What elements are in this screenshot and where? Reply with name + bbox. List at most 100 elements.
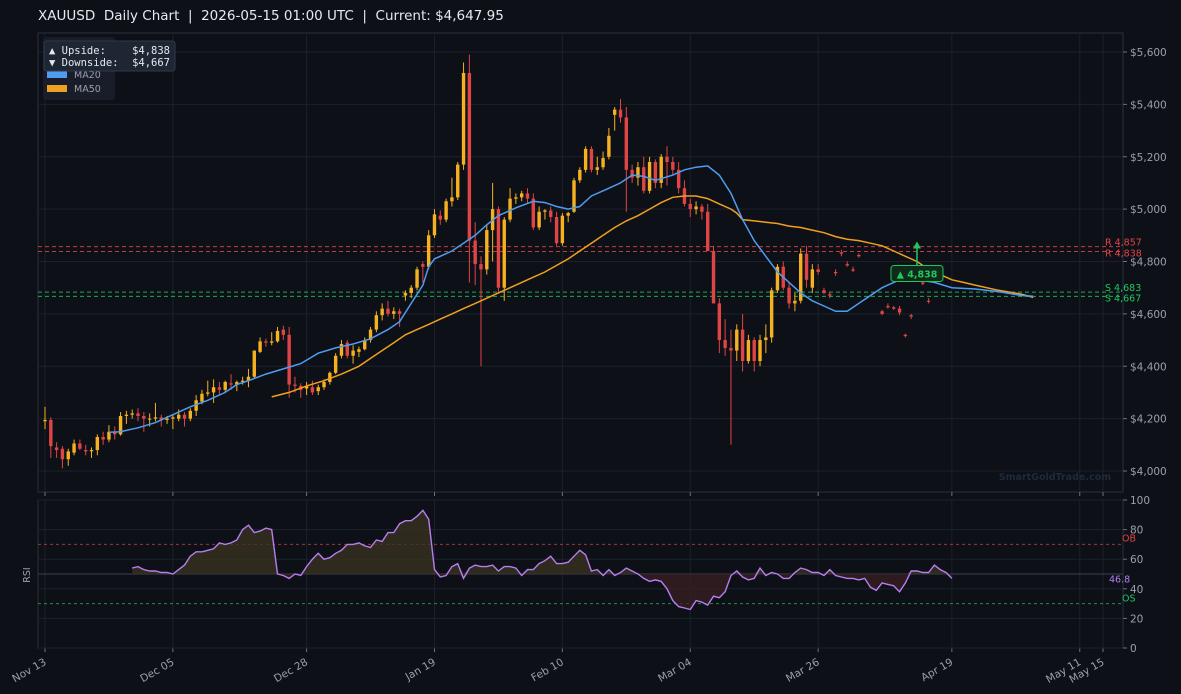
y-tick-label: $5,600 xyxy=(1130,47,1167,59)
candle-body xyxy=(322,381,326,388)
candle-body xyxy=(83,450,88,452)
annotation-box xyxy=(43,40,176,72)
candle-body xyxy=(804,253,809,280)
candle xyxy=(543,209,547,220)
candle xyxy=(769,287,774,343)
candle-body xyxy=(211,387,216,393)
candle xyxy=(357,346,361,358)
candle-body xyxy=(118,416,123,435)
candle-body xyxy=(182,414,187,419)
timestamp: 2026-05-15 01:00 UTC xyxy=(201,8,354,24)
candle-body xyxy=(264,341,268,343)
overbought-label: OB xyxy=(1122,533,1136,544)
candle-body xyxy=(177,414,181,419)
candle-body xyxy=(287,334,291,385)
candle-body xyxy=(816,269,820,272)
rsi-tick-label: 20 xyxy=(1130,613,1143,625)
candle-body xyxy=(717,303,722,341)
candle xyxy=(897,306,902,316)
legend-label: MA20 xyxy=(74,70,101,81)
candle-body xyxy=(258,341,262,352)
candle-body xyxy=(787,287,791,304)
candle-body xyxy=(671,161,675,170)
y-tick-label: $4,800 xyxy=(1130,257,1167,269)
candle-body xyxy=(723,340,727,348)
candle-body xyxy=(461,72,466,165)
candle xyxy=(479,256,483,367)
candle-body xyxy=(281,329,286,335)
candle-body xyxy=(456,164,460,198)
ma20-line xyxy=(108,165,1034,433)
candle-body xyxy=(200,393,204,402)
candle-body xyxy=(444,201,448,220)
x-tick-label: Dec 28 xyxy=(272,656,310,685)
candle-body xyxy=(636,167,640,178)
y-tick-label: $5,400 xyxy=(1130,99,1167,111)
target-badge xyxy=(890,265,944,283)
candle-body xyxy=(397,311,402,314)
candle-body xyxy=(909,315,913,317)
candle-body xyxy=(589,148,594,170)
y-tick-label: $4,000 xyxy=(1130,466,1167,478)
candle xyxy=(775,264,780,293)
rsi-tick-label: 40 xyxy=(1130,584,1143,596)
candle xyxy=(229,374,233,390)
y-tick-label: $4,200 xyxy=(1130,414,1167,426)
candle xyxy=(426,230,431,270)
candle-body xyxy=(764,337,768,341)
support-label: S 4,683 xyxy=(1105,283,1141,294)
candle xyxy=(333,353,338,375)
candle xyxy=(799,248,803,304)
candle xyxy=(107,425,111,443)
candle-body xyxy=(72,443,76,453)
candle xyxy=(764,324,768,354)
candle-body xyxy=(758,340,762,362)
candle xyxy=(804,245,809,288)
arrow-up-icon xyxy=(912,241,921,249)
candle xyxy=(130,409,134,419)
candle-body xyxy=(793,300,797,304)
candle-body xyxy=(252,350,256,377)
x-tick-label: Apr 19 xyxy=(919,656,955,684)
candle-body xyxy=(339,343,344,356)
rsi-axis-label: RSI xyxy=(22,567,33,582)
candle xyxy=(461,62,466,170)
candle xyxy=(304,381,309,396)
candle-body xyxy=(799,253,803,301)
candle xyxy=(275,326,280,343)
candle xyxy=(554,211,559,246)
candle xyxy=(83,444,88,456)
candle xyxy=(711,245,716,304)
legend-label: MA50 xyxy=(74,84,101,95)
candle-body xyxy=(578,169,582,181)
candle-body xyxy=(392,311,396,314)
candle xyxy=(793,292,797,312)
candle xyxy=(642,156,646,194)
candle xyxy=(647,156,652,194)
candle xyxy=(653,159,658,189)
candle-body xyxy=(275,330,280,342)
candle xyxy=(549,206,553,223)
candle xyxy=(508,188,512,223)
candle-body xyxy=(368,329,373,341)
candle-body xyxy=(363,340,367,350)
candle-body xyxy=(235,381,239,385)
support-label: S 4,667 xyxy=(1105,293,1141,304)
rsi-tick-label: 80 xyxy=(1130,525,1143,537)
candle-body xyxy=(706,211,710,252)
candle xyxy=(665,146,669,186)
candle xyxy=(310,380,315,396)
candle xyxy=(60,446,65,469)
candle xyxy=(833,269,838,276)
candle-body xyxy=(886,306,890,308)
candle xyxy=(909,313,913,320)
legend-swatch xyxy=(47,71,67,78)
candle xyxy=(822,287,826,295)
candle xyxy=(403,290,408,301)
candle xyxy=(601,151,605,170)
chart-title: XAUUSD Daily Chart | 2026-05-15 01:00 UT… xyxy=(38,8,504,24)
candle-body xyxy=(421,264,425,267)
candle xyxy=(607,127,611,160)
candle-body xyxy=(188,410,193,419)
candle-body xyxy=(735,329,739,351)
